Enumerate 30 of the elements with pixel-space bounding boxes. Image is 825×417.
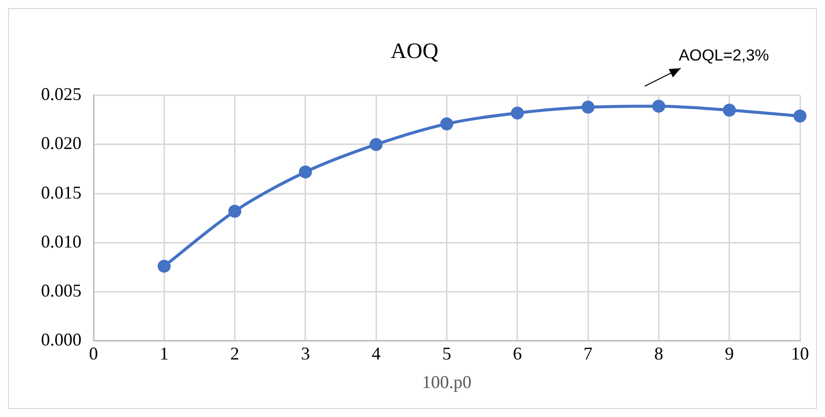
x-tick-label: 8 [654,343,664,364]
y-tick-label: 0.020 [41,133,82,154]
point [370,138,383,151]
chart-title: AOQ [390,38,438,63]
y-tick-label: 0.015 [41,182,82,202]
x-tick-label: 6 [512,343,522,364]
y-tick-label: 0.010 [41,231,82,252]
x-tick-label: 4 [372,343,381,364]
x-tick-label: 1 [160,343,169,364]
y-tick-label: 0.000 [41,330,82,350]
x-axis-title: 100.p0 [422,372,472,392]
x-tick-label: 0 [89,343,98,364]
x-tick-label: 2 [230,343,240,364]
x-tick-label: 7 [584,343,593,364]
annotation: AOQL=2,3% [678,48,769,65]
x-tick-label: 9 [724,343,734,364]
point [158,260,171,273]
y-tick-label: 0.005 [41,280,82,300]
point [722,104,736,117]
point [298,165,312,178]
point [582,100,595,114]
point [440,117,454,130]
point [510,106,524,120]
point [794,110,806,123]
point [652,100,666,113]
y-tick-label: 0.025 [41,84,82,104]
point [228,204,242,218]
x-tick-label: 5 [442,343,452,364]
x-tick-label: 10 [791,343,809,364]
x-tick-label: 3 [300,343,310,364]
